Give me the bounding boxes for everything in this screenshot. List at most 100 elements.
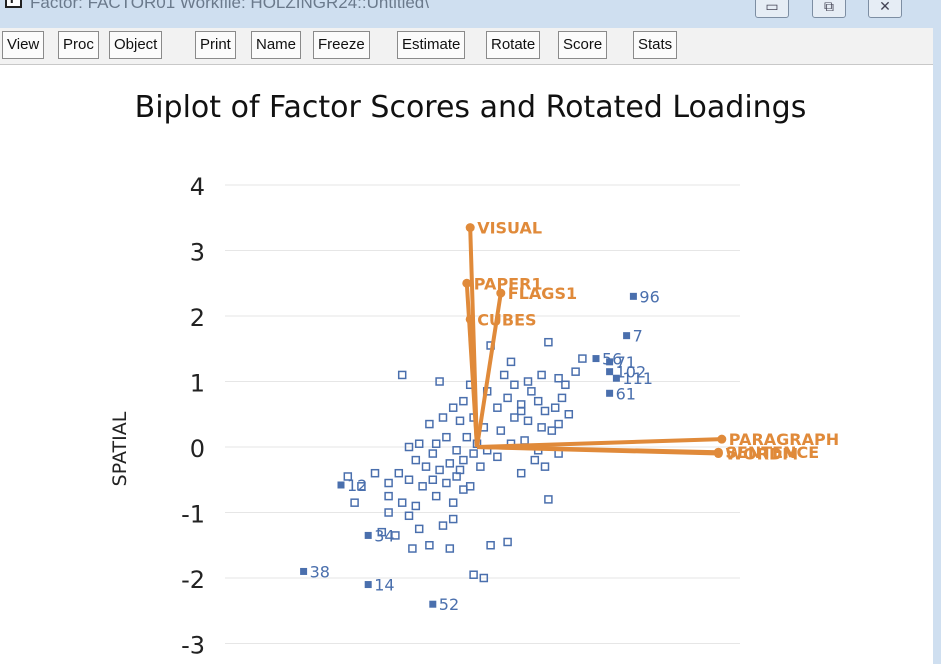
score-point bbox=[459, 485, 468, 494]
minimize-button[interactable]: ▭ bbox=[755, 0, 789, 18]
stats-button[interactable]: Stats bbox=[633, 31, 678, 59]
score-point bbox=[384, 508, 393, 517]
score-point bbox=[527, 387, 536, 396]
score-point bbox=[438, 413, 448, 422]
score-point bbox=[465, 482, 475, 491]
loading-marker bbox=[465, 314, 475, 324]
score-point bbox=[537, 370, 546, 380]
y-axis-label: SPATIAL bbox=[109, 411, 131, 486]
y-tick-label: 3 bbox=[190, 239, 205, 267]
estimate-button[interactable]: Estimate bbox=[397, 31, 466, 59]
labeled-score-point bbox=[606, 389, 614, 397]
loading-vector bbox=[476, 437, 722, 449]
score-point bbox=[459, 455, 468, 465]
point-label: 38 bbox=[310, 562, 330, 581]
loading-label: CUBES bbox=[477, 310, 536, 329]
score-point bbox=[435, 377, 444, 386]
score-point bbox=[469, 570, 478, 579]
score-point bbox=[496, 426, 506, 435]
close-button[interactable]: ✕ bbox=[868, 0, 902, 18]
loading-marker bbox=[496, 288, 506, 298]
y-tick-label: 2 bbox=[190, 304, 205, 332]
loading-vector bbox=[476, 445, 719, 456]
score-button[interactable]: Score bbox=[558, 31, 608, 59]
rotate-button[interactable]: Rotate bbox=[486, 31, 541, 59]
score-point bbox=[506, 357, 516, 367]
loading-label: WORDM bbox=[725, 445, 798, 464]
score-point bbox=[537, 423, 546, 432]
view-button[interactable]: View bbox=[2, 31, 45, 59]
score-point bbox=[561, 380, 570, 390]
score-point bbox=[428, 449, 438, 458]
point-label: 12 bbox=[347, 476, 367, 495]
score-point bbox=[493, 403, 502, 412]
score-point bbox=[448, 498, 458, 507]
score-point bbox=[435, 465, 444, 475]
score-point bbox=[523, 416, 533, 426]
score-point bbox=[523, 377, 533, 386]
score-point bbox=[384, 491, 393, 501]
score-point bbox=[425, 419, 434, 429]
toolbar: View Proc Object Print Name Freeze Estim… bbox=[0, 28, 941, 65]
labeled-score-point bbox=[606, 368, 614, 376]
proc-button[interactable]: Proc bbox=[58, 31, 99, 59]
score-point bbox=[554, 419, 563, 429]
score-point bbox=[411, 455, 421, 465]
freeze-button[interactable]: Freeze bbox=[313, 31, 370, 59]
loading-marker bbox=[713, 449, 723, 459]
title-bar: F Factor: FACTOR01 Workfile: HOLZINGR24:… bbox=[0, 0, 941, 29]
grid-layer bbox=[225, 184, 740, 644]
score-point bbox=[503, 393, 512, 403]
score-point bbox=[459, 396, 468, 406]
score-point bbox=[442, 432, 451, 442]
score-point bbox=[462, 432, 472, 442]
score-point bbox=[404, 442, 414, 452]
labeled-score-point bbox=[629, 292, 637, 300]
score-point bbox=[397, 498, 407, 507]
labeled-score-point bbox=[300, 567, 308, 575]
score-point bbox=[438, 521, 448, 530]
labeled-score-point bbox=[364, 531, 372, 539]
score-point bbox=[455, 416, 465, 426]
object-button[interactable]: Object bbox=[109, 31, 163, 59]
score-point bbox=[445, 459, 455, 468]
score-point bbox=[431, 491, 441, 501]
point-label: 111 bbox=[622, 369, 653, 388]
score-point bbox=[540, 462, 550, 471]
score-point bbox=[411, 501, 421, 511]
loading-vector bbox=[475, 292, 503, 448]
point-label: 61 bbox=[616, 384, 636, 403]
labeled-score-point bbox=[429, 600, 437, 608]
name-button[interactable]: Name bbox=[251, 31, 302, 59]
score-point bbox=[343, 472, 353, 481]
score-point bbox=[486, 541, 495, 550]
score-point bbox=[550, 403, 560, 412]
score-point bbox=[421, 462, 431, 471]
point-label: 96 bbox=[639, 287, 659, 306]
y-tick-label: -3 bbox=[181, 632, 205, 660]
labeled-score-point bbox=[337, 481, 345, 489]
factor-app-icon: F bbox=[5, 0, 22, 8]
labeled-score-point bbox=[612, 374, 620, 382]
point-label: 14 bbox=[374, 576, 394, 595]
score-point bbox=[408, 544, 417, 553]
score-point bbox=[431, 439, 441, 448]
score-point bbox=[448, 403, 458, 412]
y-tick-label: 1 bbox=[190, 370, 205, 398]
score-point bbox=[503, 537, 512, 547]
score-point bbox=[493, 452, 502, 462]
score-point bbox=[377, 527, 387, 537]
score-point bbox=[499, 370, 509, 380]
point-label: 52 bbox=[439, 595, 459, 614]
print-button[interactable]: Print bbox=[195, 31, 236, 59]
labeled-score-point bbox=[592, 355, 600, 363]
loading-marker bbox=[465, 223, 475, 233]
score-point bbox=[445, 544, 455, 553]
restore-button[interactable]: ⧉ bbox=[812, 0, 846, 18]
window-title: Factor: FACTOR01 Workfile: HOLZINGR24::U… bbox=[30, 0, 429, 12]
score-point bbox=[425, 541, 434, 550]
score-point bbox=[414, 524, 424, 534]
labeled-score-point bbox=[606, 358, 614, 366]
y-tick-label: 0 bbox=[190, 435, 205, 463]
